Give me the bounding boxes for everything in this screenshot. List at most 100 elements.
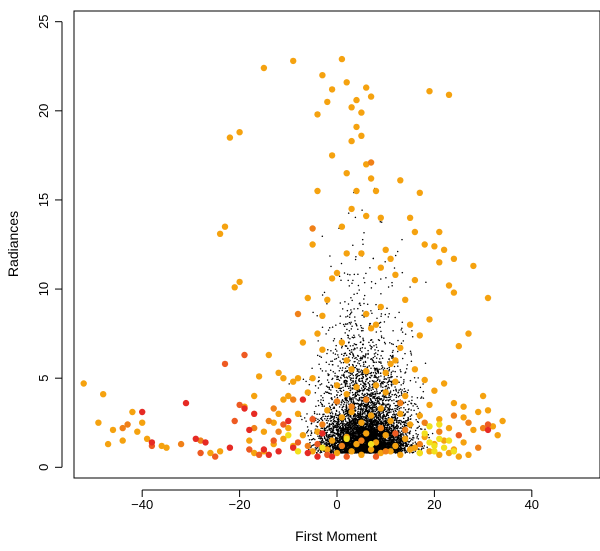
background-point: [321, 294, 324, 296]
background-point: [346, 309, 349, 312]
background-point: [389, 342, 391, 344]
background-point: [417, 407, 419, 410]
background-point: [397, 391, 400, 393]
background-point: [324, 391, 327, 393]
background-point: [395, 410, 397, 413]
background-point: [372, 356, 375, 359]
background-point: [338, 406, 341, 408]
background-point: [403, 421, 406, 424]
background-point: [345, 404, 348, 406]
background-point: [372, 391, 374, 394]
background-point: [403, 388, 406, 390]
background-point: [396, 424, 398, 427]
background-point: [341, 345, 343, 347]
background-point: [335, 404, 338, 406]
background-point: [417, 433, 419, 436]
background-point: [344, 385, 347, 387]
background-point: [375, 397, 378, 400]
background-point: [352, 379, 354, 382]
background-point: [336, 423, 339, 426]
background-point: [348, 321, 351, 324]
background-point: [330, 444, 333, 446]
background-point: [420, 397, 422, 399]
background-point: [337, 433, 339, 435]
background-point: [401, 238, 403, 241]
background-point: [330, 389, 332, 391]
background-point: [362, 373, 365, 376]
background-point: [408, 400, 410, 402]
background-point: [361, 209, 363, 211]
background-point: [394, 407, 396, 410]
background-point: [395, 404, 397, 407]
background-point: [308, 439, 311, 441]
background-point: [383, 337, 385, 339]
background-point: [317, 340, 319, 342]
background-point: [330, 423, 333, 426]
background-point: [400, 423, 402, 426]
background-point: [348, 418, 350, 420]
background-point: [316, 425, 319, 428]
background-point: [379, 415, 382, 417]
background-point: [375, 331, 378, 333]
background-point: [368, 420, 371, 423]
background-point: [380, 361, 382, 363]
background-point: [358, 390, 360, 393]
background-point: [346, 385, 349, 388]
background-point: [327, 329, 330, 331]
background-point: [338, 379, 341, 382]
background-point: [353, 361, 355, 363]
background-point: [357, 362, 359, 364]
background-point: [324, 441, 326, 443]
background-point: [372, 388, 374, 391]
background-point: [404, 420, 407, 422]
background-point: [387, 286, 390, 288]
background-point: [387, 383, 390, 386]
background-point: [403, 390, 405, 393]
background-point: [331, 360, 334, 362]
background-point: [404, 413, 407, 415]
background-point: [368, 408, 370, 410]
background-point: [389, 392, 392, 394]
background-point: [350, 377, 353, 379]
background-point: [402, 434, 405, 436]
background-point: [336, 378, 338, 381]
background-point: [350, 348, 353, 351]
background-point: [363, 388, 366, 391]
background-point: [346, 315, 349, 317]
background-point: [402, 432, 404, 435]
background-point: [335, 442, 338, 444]
background-point: [325, 439, 327, 442]
background-point: [360, 369, 363, 371]
background-point: [364, 380, 367, 383]
background-point: [359, 347, 362, 350]
background-point: [356, 347, 358, 349]
background-point: [392, 410, 395, 412]
background-point: [349, 274, 351, 276]
background-point: [328, 327, 331, 329]
background-point: [345, 430, 347, 432]
background-point: [374, 401, 376, 404]
background-point: [378, 380, 381, 383]
background-point: [362, 386, 365, 388]
background-point: [323, 437, 326, 440]
background-point: [365, 385, 367, 388]
background-point: [351, 299, 353, 302]
background-point: [327, 440, 330, 442]
background-point: [398, 311, 400, 314]
background-point: [337, 378, 339, 381]
background-point: [340, 346, 343, 349]
background-point: [348, 356, 350, 358]
background-point: [371, 312, 373, 315]
background-point: [388, 312, 390, 315]
background-point: [392, 349, 394, 352]
background-point: [347, 212, 350, 214]
background-point: [374, 390, 376, 393]
background-point: [385, 406, 387, 408]
background-point: [414, 429, 417, 432]
background-point: [337, 429, 339, 431]
background-point: [374, 369, 376, 372]
background-point: [377, 418, 380, 420]
background-point: [319, 355, 321, 358]
background-point: [340, 393, 343, 396]
background-point: [354, 435, 357, 437]
